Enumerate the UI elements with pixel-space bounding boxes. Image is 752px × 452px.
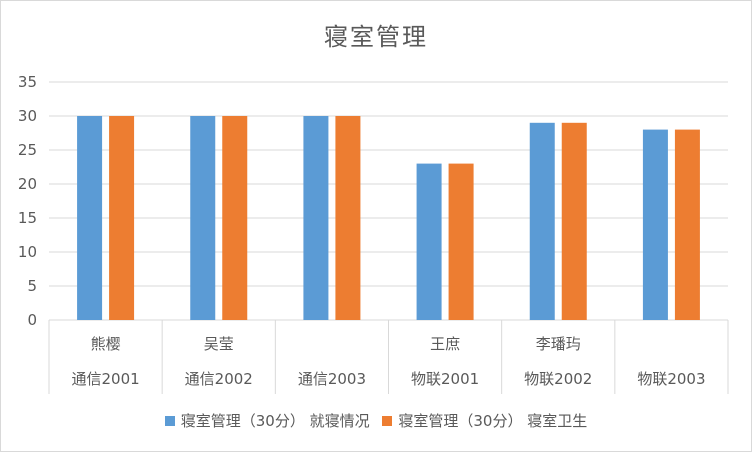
y-tick-label: 10 bbox=[18, 243, 37, 261]
x-tick-label-class: 物联2002 bbox=[524, 370, 592, 388]
chart-title: 寝室管理 bbox=[324, 23, 428, 51]
bar-series-2-cat-2 bbox=[222, 116, 248, 320]
y-tick-label: 30 bbox=[18, 107, 37, 125]
y-tick-label: 0 bbox=[27, 311, 37, 329]
legend-swatch-series-1 bbox=[164, 415, 175, 426]
legend: 寝室管理（30分） 就寝情况 寝室管理（30分） 寝室卫生 bbox=[1, 410, 751, 431]
y-tick-label: 35 bbox=[18, 73, 37, 91]
x-tick-label-class: 通信2002 bbox=[185, 370, 253, 388]
bar-series-1-cat-4 bbox=[416, 163, 442, 320]
legend-swatch-series-2 bbox=[382, 415, 393, 426]
x-tick-label-class: 通信2003 bbox=[298, 370, 366, 388]
bar-series-1-cat-1 bbox=[77, 116, 103, 320]
bar-series-2-cat-1 bbox=[109, 116, 135, 320]
x-tick-label-name: 王庶 bbox=[430, 335, 460, 353]
x-tick-label-class: 物联2001 bbox=[411, 370, 479, 388]
x-tick-label-name: 吴莹 bbox=[204, 335, 234, 353]
legend-label-series-1: 寝室管理（30分） 就寝情况 bbox=[180, 412, 370, 430]
bar-series bbox=[77, 116, 700, 320]
x-tick-label-name: 李璠玙 bbox=[536, 335, 581, 353]
x-tick-label-class: 通信2001 bbox=[71, 370, 139, 388]
bar-series-2-cat-5 bbox=[561, 122, 587, 320]
bar-series-1-cat-5 bbox=[529, 122, 555, 320]
legend-item-series-2: 寝室管理（30分） 寝室卫生 bbox=[382, 410, 587, 431]
legend-item-series-1: 寝室管理（30分） 就寝情况 bbox=[164, 410, 370, 431]
bar-series-1-cat-2 bbox=[190, 116, 216, 320]
x-tick-label-class: 物联2003 bbox=[637, 370, 705, 388]
bar-series-2-cat-6 bbox=[674, 129, 700, 320]
y-axis-ticks: 0 5 10 15 20 25 30 35 bbox=[18, 73, 37, 329]
gridlines bbox=[49, 81, 728, 321]
bar-series-1-cat-3 bbox=[303, 116, 329, 320]
bar-series-1-cat-6 bbox=[642, 129, 668, 320]
y-tick-label: 5 bbox=[27, 277, 37, 295]
y-tick-label: 25 bbox=[18, 141, 37, 159]
x-tick-label-name: 熊樱 bbox=[91, 335, 121, 353]
bar-series-2-cat-3 bbox=[335, 116, 361, 320]
legend-label-series-2: 寝室管理（30分） 寝室卫生 bbox=[398, 412, 588, 430]
y-tick-label: 20 bbox=[18, 175, 37, 193]
bar-series-2-cat-4 bbox=[448, 163, 474, 320]
y-tick-label: 15 bbox=[18, 209, 37, 227]
